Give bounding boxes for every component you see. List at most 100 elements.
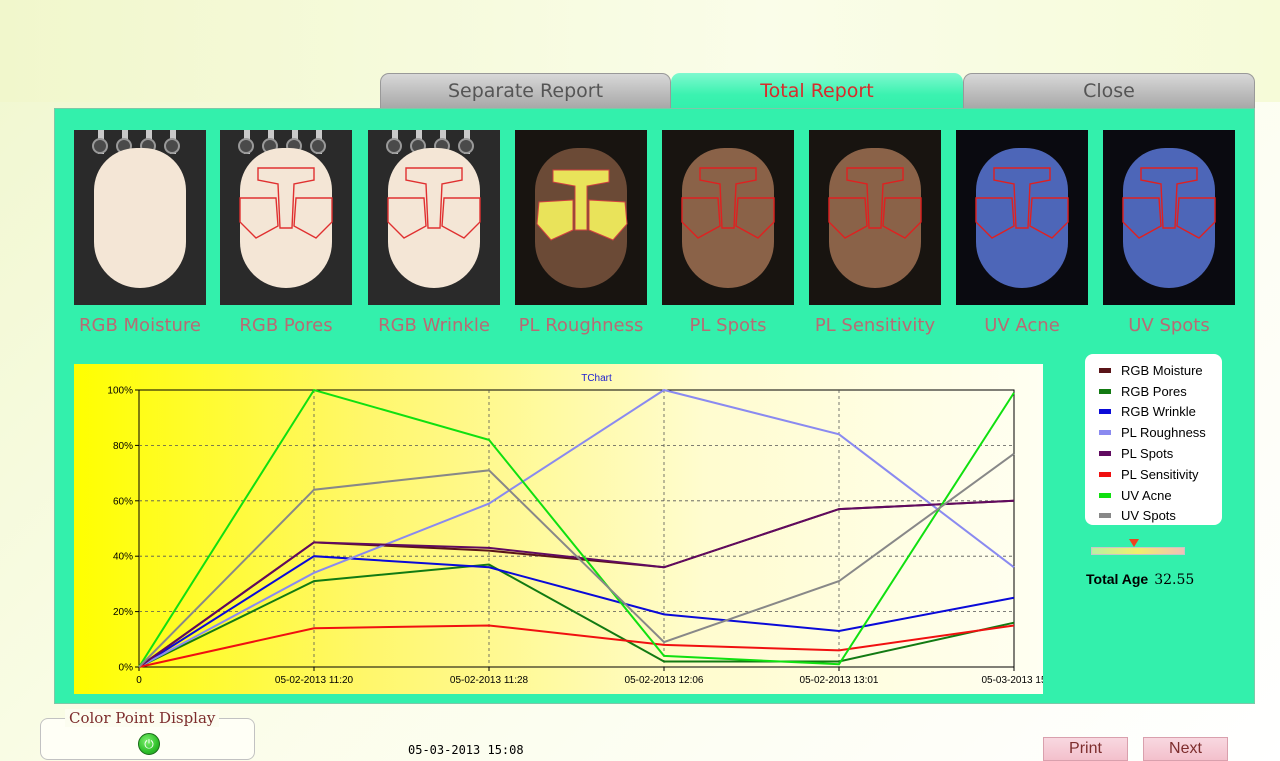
face-image[interactable]	[956, 130, 1088, 305]
clamp-knob	[164, 138, 180, 154]
series-line-uv-spots	[138, 452, 1015, 668]
face-image[interactable]	[220, 130, 352, 305]
tab-separate-report[interactable]: Separate Report	[380, 73, 671, 108]
legend-label: PL Sensitivity	[1121, 466, 1199, 482]
analysis-region-outline	[387, 167, 481, 239]
legend-swatch	[1099, 388, 1111, 394]
analysis-region-outline	[975, 167, 1069, 239]
face-shape	[240, 148, 332, 288]
analysis-region-outline	[828, 167, 922, 239]
legend-entry: RGB Pores	[1099, 381, 1222, 402]
tab-total-report[interactable]: Total Report	[671, 73, 963, 109]
face-shape	[1123, 148, 1215, 288]
legend-swatch	[1099, 471, 1111, 477]
analysis-region-outline	[681, 167, 775, 239]
legend-swatch	[1099, 367, 1111, 373]
x-tick-label: 05-02-2013 11:20	[275, 675, 354, 686]
legend-label: PL Roughness	[1121, 425, 1206, 441]
thumbnail-rgb-moisture[interactable]: RGB Moisture	[74, 130, 206, 336]
y-tick-label: 0%	[119, 663, 134, 674]
legend-label: UV Acne	[1121, 487, 1172, 503]
series-line-rgb-pores	[138, 563, 1015, 668]
thumbnail-pl-spots[interactable]: PL Spots	[662, 130, 794, 336]
region-outline	[846, 167, 904, 229]
legend-label: UV Spots	[1121, 508, 1176, 524]
legend-swatch	[1099, 451, 1111, 457]
thumbnail-pl-sensitivity[interactable]: PL Sensitivity	[809, 130, 941, 336]
color-point-display-group: Color Point Display ⏻	[40, 709, 255, 760]
face-image[interactable]	[809, 130, 941, 305]
series-line-uv-acne	[138, 388, 1015, 668]
region-outline	[1140, 167, 1198, 229]
series-line-pl-sensitivity	[138, 624, 1015, 668]
region-outline	[681, 197, 721, 239]
face-shape	[682, 148, 774, 288]
next-button[interactable]: Next	[1143, 737, 1228, 761]
roughness-region	[536, 199, 574, 241]
thumbnail-label: RGB Pores	[239, 315, 333, 336]
roughness-region	[552, 169, 610, 231]
line-chart: TChart 0% 20% 40% 60% 80% 100% 0 05-02-2013 11:2…	[107, 373, 1047, 686]
y-tick-label: 60%	[113, 496, 133, 507]
legend-entry: RGB Moisture	[1099, 360, 1222, 381]
legend-label: RGB Wrinkle	[1121, 404, 1196, 420]
face-image[interactable]	[662, 130, 794, 305]
thumbnail-label: PL Roughness	[518, 315, 644, 336]
thumbnail-pl-roughness[interactable]: PL Roughness	[515, 130, 647, 336]
clamp-knob	[238, 138, 254, 154]
total-age-label: Total Age	[1086, 571, 1149, 587]
region-outline	[735, 197, 775, 239]
face-shape	[976, 148, 1068, 288]
legend-label: PL Spots	[1121, 446, 1174, 462]
print-button[interactable]: Print	[1043, 737, 1128, 761]
y-tick-label: 40%	[113, 552, 133, 563]
y-tick-label: 80%	[113, 441, 133, 452]
region-outline	[993, 167, 1051, 229]
region-outline	[257, 167, 315, 229]
legend-swatch	[1099, 492, 1111, 498]
face-image[interactable]	[515, 130, 647, 305]
thumbnail-label: RGB Wrinkle	[378, 315, 490, 336]
plot-frame	[138, 389, 1015, 668]
region-outline	[405, 167, 463, 229]
thumbnail-label: PL Sensitivity	[814, 315, 936, 336]
legend-entry: RGB Wrinkle	[1099, 402, 1222, 423]
region-outline	[387, 197, 427, 239]
face-image[interactable]	[368, 130, 500, 305]
y-tick-label: 20%	[113, 607, 133, 618]
analysis-region-outline	[1122, 167, 1216, 239]
y-tick-label: 100%	[107, 386, 133, 397]
region-outline	[441, 197, 481, 239]
clamp-knob	[386, 138, 402, 154]
tab-close[interactable]: Close	[963, 73, 1255, 108]
thumbnail-uv-acne[interactable]: UV Acne	[956, 130, 1088, 336]
total-age: Total Age 32.55	[1086, 571, 1194, 588]
legend-entry: UV Acne	[1099, 485, 1222, 506]
region-outline	[975, 197, 1015, 239]
x-tick-label: 05-02-2013 12:06	[625, 675, 704, 686]
face-shape	[388, 148, 480, 288]
clamp-knob	[92, 138, 108, 154]
face-image[interactable]	[1103, 130, 1235, 305]
legend-swatch	[1099, 430, 1111, 436]
legend-entry: PL Roughness	[1099, 422, 1222, 443]
thumbnail-uv-spots[interactable]: UV Spots	[1103, 130, 1235, 336]
report-panel: RGB Moisture RGB Pores RGB Wrinkle PL Rough…	[54, 108, 1255, 704]
legend-swatch	[1099, 513, 1111, 519]
thumbnail-rgb-pores[interactable]: RGB Pores	[220, 130, 352, 336]
x-tick-label: 05-03-2013 15	[981, 675, 1043, 686]
legend-label: RGB Pores	[1121, 383, 1187, 399]
age-gauge	[1091, 539, 1185, 555]
power-icon[interactable]: ⏻	[138, 733, 160, 755]
thumbnail-label: RGB Moisture	[79, 315, 201, 336]
x-tick-label: 05-02-2013 13:01	[800, 675, 879, 686]
chart-area: TChart 0% 20% 40% 60% 80% 100% 0 05-02-2013 11:2…	[74, 364, 1047, 694]
roughness-region	[588, 199, 628, 241]
analysis-region-outline	[239, 167, 333, 239]
thumbnail-rgb-wrinkle[interactable]: RGB Wrinkle	[368, 130, 500, 336]
region-outline	[828, 197, 868, 239]
legend-entry: PL Spots	[1099, 443, 1222, 464]
thumbnail-label: UV Acne	[984, 315, 1060, 336]
legend-entry: UV Spots	[1099, 506, 1222, 527]
face-image[interactable]	[74, 130, 206, 305]
